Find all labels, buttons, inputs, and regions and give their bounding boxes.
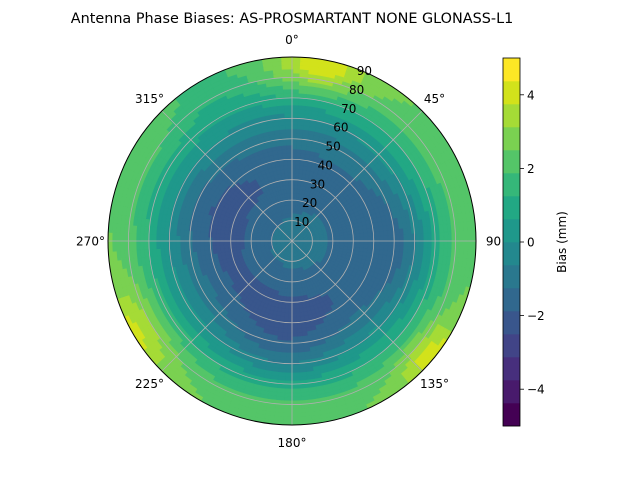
- chart-title: Antenna Phase Biases: AS-PROSMARTANT NON…: [71, 11, 514, 27]
- contour-fill: [108, 57, 476, 425]
